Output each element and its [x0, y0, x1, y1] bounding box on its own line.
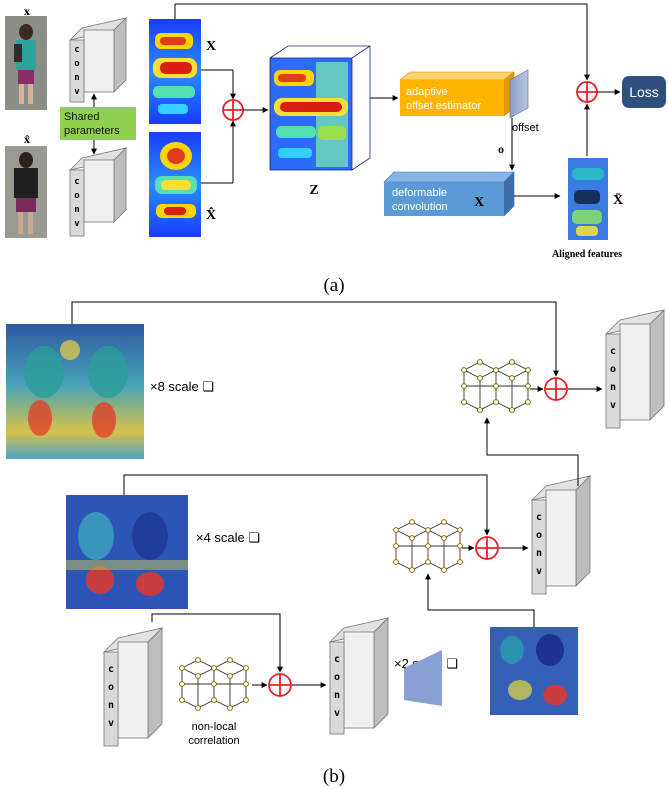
- aligned-feature-map: [568, 158, 608, 240]
- shared-params-line1: Shared: [64, 111, 99, 123]
- conv-letter-c: c: [74, 45, 79, 55]
- z-volume: [269, 45, 371, 171]
- conv-letter-o: o: [536, 530, 542, 541]
- scale4-label: ×4 scale ❏: [196, 530, 260, 545]
- feature-map-x: [149, 19, 201, 124]
- plus-operator-b-middle: [475, 536, 499, 560]
- conv-letter-n: n: [610, 382, 616, 393]
- conv-letter-o: o: [108, 682, 114, 693]
- offset-plate: [509, 69, 529, 119]
- input-image-x: [5, 16, 47, 110]
- nonlocal-line1: non-local: [192, 721, 237, 733]
- nonlocal-line2: correlation: [188, 735, 239, 747]
- conv-letter-o: o: [74, 59, 79, 69]
- z-label: Z: [309, 183, 318, 198]
- input-image-xhat: [5, 146, 47, 238]
- offset-label: offset: [512, 122, 539, 134]
- plus-operator-b-top: [544, 377, 568, 401]
- panel-b: ×8 scale ❏ ×4 scale ❏ ×2 scale ❏: [6, 301, 666, 787]
- conv-letter-o: o: [334, 672, 340, 683]
- plus-operator-loss: [576, 81, 598, 103]
- feature-xhat-label: X̂: [206, 206, 216, 223]
- conv-block-b1: c o n v: [102, 627, 164, 747]
- conv-letter-n: n: [108, 700, 114, 711]
- conv-letter-v: v: [108, 718, 114, 729]
- conv-letter-c: c: [536, 512, 542, 523]
- loss-box: [622, 76, 666, 108]
- deform-x-label: X: [474, 195, 484, 210]
- feature-x-label: X: [206, 39, 216, 54]
- panel-a: x x̂ c o n v c o n: [5, 3, 666, 296]
- conv-block-top: c o n v: [68, 17, 128, 103]
- cam-heatmap-x4: [66, 495, 188, 609]
- conv-letter-n: n: [74, 205, 79, 215]
- offset-estimator-box: [399, 71, 515, 117]
- loss-label: Loss: [629, 84, 659, 100]
- shared-parameters-box: [60, 107, 136, 140]
- conv-letter-v: v: [536, 566, 542, 577]
- offset-estimator-line2: offset estimator: [406, 100, 481, 112]
- conv-letter-n: n: [74, 73, 79, 83]
- cam-heatmap-x2: [490, 627, 578, 715]
- nonlocal-cube-nodes-middle: [393, 519, 463, 573]
- conv-letter-o: o: [74, 191, 79, 201]
- feature-map-xhat: [149, 132, 201, 237]
- conv-letter-v: v: [74, 87, 80, 97]
- conv-letter-v: v: [334, 708, 340, 719]
- conv-letter-c: c: [334, 654, 340, 665]
- nonlocal-cube-nodes-top: [461, 359, 531, 413]
- connectors-b: [71, 301, 603, 688]
- xbar-label: X̄: [613, 193, 623, 208]
- conv-letter-c: c: [108, 664, 114, 675]
- conv-block-b4: c o n v: [604, 309, 666, 429]
- conv-letter-c: c: [610, 346, 616, 357]
- nonlocal-cube-nodes-bottom: [179, 657, 249, 711]
- conv-letter-n: n: [536, 548, 542, 559]
- conv-letter-o: o: [610, 364, 616, 375]
- offset-estimator-line1: adaptive: [406, 86, 448, 98]
- cam-heatmap-x8: [6, 324, 144, 459]
- deformable-conv-box: [383, 171, 515, 217]
- o-label: o: [498, 142, 504, 156]
- plus-operator-concat: [222, 99, 244, 121]
- input-x-label: x: [24, 4, 30, 18]
- conv-block-b3: c o n v: [530, 475, 592, 595]
- panel-b-label: (b): [323, 766, 345, 787]
- conv-block-b2: c o n v: [328, 617, 390, 735]
- conv-letter-v: v: [610, 400, 616, 411]
- conv-letter-n: n: [334, 690, 340, 701]
- deform-line1: deformable: [392, 187, 447, 199]
- deform-line2: convolution: [392, 201, 448, 213]
- input-xhat-label: x̂: [24, 132, 30, 146]
- conv-letter-v: v: [74, 219, 80, 229]
- scale8-label: ×8 scale ❏: [150, 379, 214, 394]
- upsample-plate: [404, 650, 442, 706]
- aligned-features-label: Aligned features: [552, 249, 622, 260]
- plus-operator-b-bottom: [268, 673, 292, 697]
- conv-letter-c: c: [74, 177, 79, 187]
- shared-params-line2: parameters: [64, 125, 120, 137]
- panel-a-label: (a): [323, 275, 344, 296]
- conv-block-bottom: c o n v: [68, 147, 128, 237]
